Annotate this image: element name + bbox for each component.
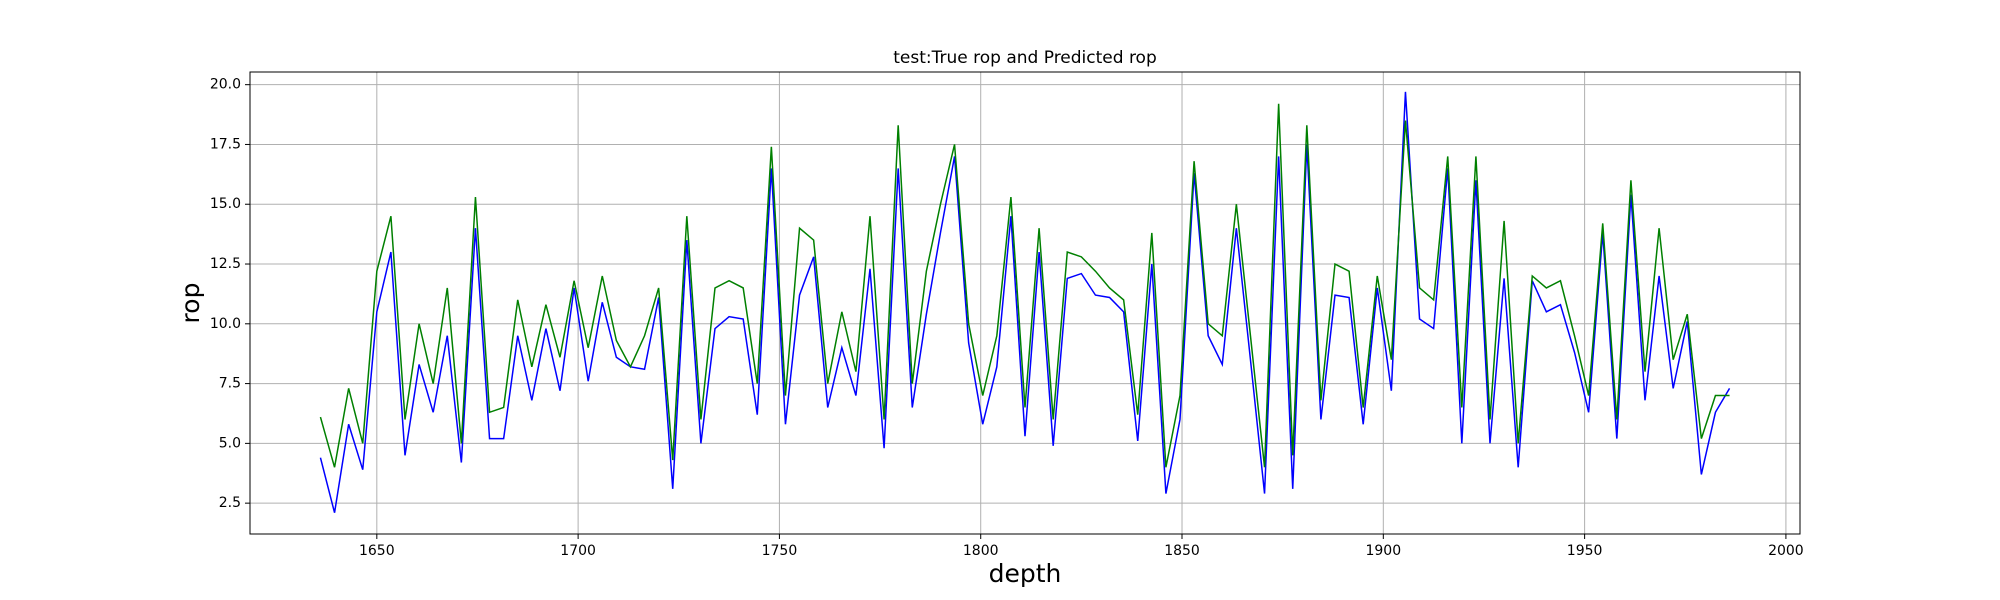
x-tick-label: 1750 [762,543,798,559]
y-tick-label: 15.0 [210,196,241,212]
x-tick-label: 1950 [1567,543,1603,559]
data-line [319,91,1731,513]
y-tick-label: 12.5 [210,256,241,272]
plot-frame [249,71,1801,535]
y-tick-label: 20.0 [210,77,241,93]
x-tick-label: 1900 [1365,543,1401,559]
y-tick-label: 7.5 [219,376,241,392]
data-line [319,103,1730,468]
y-tick-label: 5.0 [219,435,241,451]
y-tick-label: 10.0 [210,316,241,332]
y-tick-label: 2.5 [219,495,241,511]
chart-title: test:True rop and Predicted rop [893,48,1157,68]
x-tick-label: 1850 [1164,543,1200,559]
y-tick-label: 17.5 [210,136,241,152]
x-tick-label: 1650 [359,543,395,559]
x-tick-label: 1800 [963,543,999,559]
y-axis-label: rop [176,283,205,324]
x-axis-label: depth [989,559,1062,588]
x-tick-label: 1700 [560,543,596,559]
x-tick-label: 2000 [1768,543,1804,559]
